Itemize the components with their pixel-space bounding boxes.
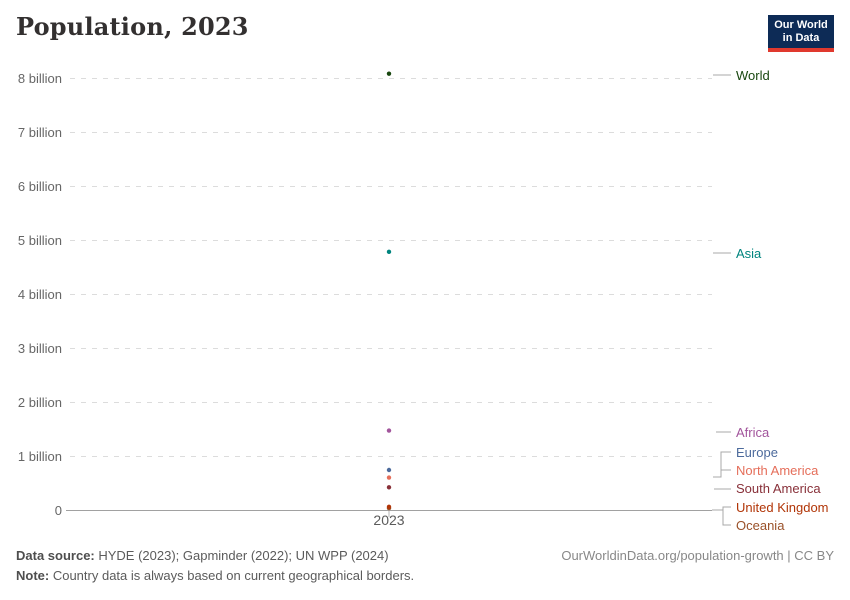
y-axis-tick-label: 1 billion xyxy=(17,448,62,464)
series-label-europe[interactable]: Europe xyxy=(736,445,778,460)
y-axis-tick-label: 2 billion xyxy=(17,394,62,410)
y-axis-tick-label: 7 billion xyxy=(17,124,62,140)
y-axis-tick-label: 8 billion xyxy=(17,70,62,86)
x-axis xyxy=(66,510,712,517)
series-label-north-america[interactable]: North America xyxy=(736,463,819,478)
data-point-africa[interactable] xyxy=(386,428,392,433)
y-axis-tick-label: 6 billion xyxy=(17,178,62,194)
owid-logo-line1: Our World xyxy=(774,19,828,31)
label-connector-line xyxy=(722,506,731,526)
data-point-united-kingdom[interactable] xyxy=(386,504,392,510)
series-label-world[interactable]: World xyxy=(736,68,770,83)
data-point-north-america[interactable] xyxy=(386,475,392,480)
footer-link: OurWorldinData.org/population-growth | C… xyxy=(561,548,834,563)
gridlines xyxy=(70,78,712,457)
owid-logo-line2: in Data xyxy=(782,32,820,44)
data-point-south-america[interactable] xyxy=(386,485,392,490)
page-title: Population, 2023 xyxy=(16,12,249,41)
footer-datasource-label: Data source: xyxy=(16,548,95,563)
label-connector-line xyxy=(713,451,731,478)
y-axis-tick-label: 0 xyxy=(54,502,62,518)
footer-note-label: Note: xyxy=(16,568,50,583)
y-axis-tick-label: 3 billion xyxy=(17,340,62,356)
series-label-united-kingdom[interactable]: United Kingdom xyxy=(736,500,829,515)
label-connectors xyxy=(712,74,731,526)
series-label-oceania[interactable]: Oceania xyxy=(736,518,785,533)
y-axis-tick-label: 5 billion xyxy=(17,232,62,248)
data-point-europe[interactable] xyxy=(386,467,392,473)
data-point-world[interactable] xyxy=(386,71,392,76)
series-label-south-america[interactable]: South America xyxy=(736,481,821,496)
data-point-asia[interactable] xyxy=(386,249,392,255)
footer-note-text: Country data is always based on current … xyxy=(49,568,415,583)
footer-datasource: Data source: HYDE (2023); Gapminder (202… xyxy=(16,548,389,563)
data-points xyxy=(386,71,392,511)
y-axis-tick-label: 4 billion xyxy=(17,286,62,302)
owid-logo[interactable]: Our World in Data xyxy=(768,15,834,52)
series-label-asia[interactable]: Asia xyxy=(736,246,762,261)
footer-note: Note: Country data is always based on cu… xyxy=(16,568,414,583)
series-label-africa[interactable]: Africa xyxy=(736,425,770,440)
x-axis-tick-label: 2023 xyxy=(373,512,405,528)
footer-datasource-text: HYDE (2023); Gapminder (2022); UN WPP (2… xyxy=(94,548,389,563)
